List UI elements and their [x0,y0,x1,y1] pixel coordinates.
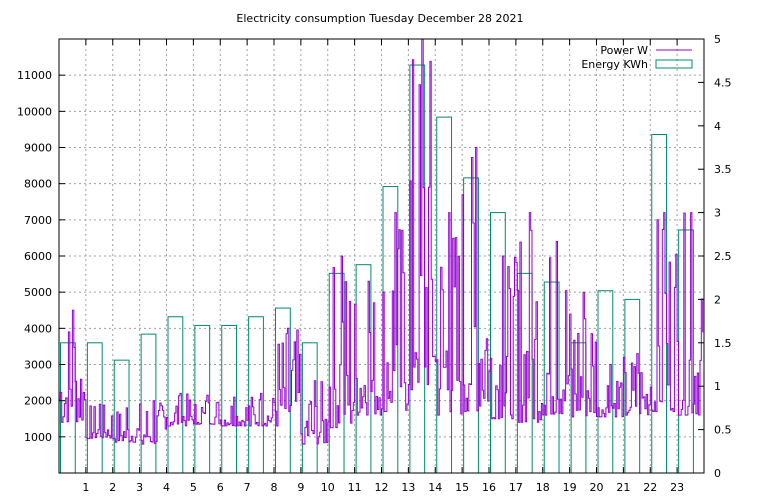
energy-bar [651,133,668,474]
y2-tick-label: 0.5 [714,424,732,437]
y2-tick-label: 3 [714,207,721,220]
x-tick-label: 9 [297,481,304,494]
y2-tick-label: 3.5 [714,163,732,176]
y2-tick-label: 2.5 [714,250,732,263]
x-tick-label: 8 [271,481,278,494]
energy-bar [328,272,345,474]
x-tick-label: 16 [482,481,496,494]
axes: 1 2 3 4 5 6 7 8 9 10 11 12 13 14 15 16 17 18 19 20 21 22 23100… [17,33,732,494]
y-tick-label: 9000 [24,142,52,155]
y2-tick-label: 0 [714,467,721,480]
legend-swatch-energy [655,59,693,69]
y-tick-label: 5000 [24,286,52,299]
energy-bar [194,324,211,474]
chart-title: Electricity consumption Tuesday December… [236,12,523,25]
legend-label-power: Power W [600,44,648,57]
power-series-line [59,38,704,445]
energy-bar [382,186,399,474]
energy-bar [248,316,264,474]
x-tick-label: 10 [321,481,335,494]
y-tick-label: 4000 [24,322,52,335]
x-tick-label: 5 [190,481,197,494]
energy-bar [60,342,76,474]
x-tick-label: 20 [590,481,604,494]
power-line [59,38,704,445]
x-tick-label: 6 [217,481,224,494]
x-tick-label: 7 [244,481,251,494]
energy-bar [624,298,641,474]
x-tick-label: 2 [109,481,116,494]
energy-bar [167,316,184,474]
energy-bar [355,264,372,474]
x-tick-label: 11 [348,481,362,494]
energy-bar [490,212,506,474]
y-tick-label: 1000 [24,431,52,444]
legend-label-energy: Energy KWh [581,58,648,71]
energy-bar [301,342,318,474]
y-tick-label: 10000 [17,105,52,118]
y2-tick-label: 1 [714,380,721,393]
y-tick-label: 3000 [24,359,52,372]
x-tick-label: 3 [136,481,143,494]
energy-bar [140,333,157,474]
y2-tick-label: 4.5 [714,76,732,89]
x-tick-label: 19 [563,481,577,494]
x-tick-label: 13 [401,481,415,494]
x-tick-label: 1 [82,481,89,494]
legend: Power W Energy KWh [581,44,693,71]
y-tick-label: 6000 [24,250,52,263]
energy-bars [60,64,694,474]
x-tick-label: 15 [455,481,469,494]
x-tick-label: 4 [163,481,170,494]
energy-bar [221,324,238,474]
x-tick-label: 12 [375,481,389,494]
x-tick-label: 18 [536,481,550,494]
x-tick-label: 22 [643,481,657,494]
y-tick-label: 2000 [24,395,52,408]
y2-tick-label: 4 [714,120,721,133]
y-tick-label: 8000 [24,178,52,191]
y-tick-label: 7000 [24,214,52,227]
x-tick-label: 21 [616,481,630,494]
x-tick-label: 17 [509,481,523,494]
x-tick-label: 23 [670,481,684,494]
y2-tick-label: 1.5 [714,337,732,350]
y-tick-label: 11000 [17,69,52,82]
y2-tick-label: 5 [714,33,721,46]
energy-bar [436,116,453,474]
y2-tick-label: 2 [714,293,721,306]
x-tick-label: 14 [428,481,442,494]
energy-bar [597,290,614,474]
